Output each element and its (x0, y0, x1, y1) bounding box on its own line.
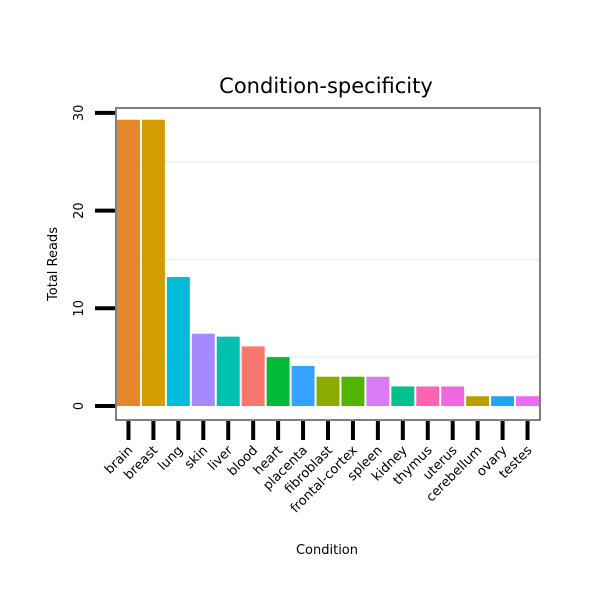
bar-blood (241, 346, 265, 406)
bar-placenta (291, 365, 315, 406)
bar-testes (516, 396, 540, 406)
x-tick-label-lung: lung (156, 443, 187, 474)
x-axis: brainbreastlungskinliverbloodheartplacen… (102, 421, 536, 516)
chart-title: Condition-specificity (219, 74, 433, 98)
y-tick-label-10: 10 (72, 300, 87, 317)
bar-frontal-cortex (341, 376, 365, 406)
bar-lung (166, 277, 190, 406)
bar-fibroblast (316, 376, 340, 406)
bar-cerebellum (466, 396, 490, 406)
bar-breast (141, 119, 165, 406)
plot-frame (115, 107, 541, 421)
y-axis-label: Total Reads (46, 227, 61, 302)
bar-spleen (366, 376, 390, 406)
bar-uterus (441, 386, 465, 406)
bar-ovary (491, 396, 515, 406)
x-tick-label-skin: skin (182, 443, 211, 472)
y-axis: 0 10 20 30 (72, 105, 115, 410)
bar-heart (266, 357, 290, 406)
bar-kidney (391, 386, 415, 406)
bar-liver (216, 336, 240, 406)
y-tick-label-30: 30 (72, 105, 87, 122)
bar-thymus (416, 386, 440, 406)
bars (116, 119, 540, 406)
bar-skin (191, 333, 215, 406)
bar-brain (116, 119, 140, 406)
y-tick-label-20: 20 (72, 202, 87, 219)
y-tick-label-0: 0 (72, 402, 87, 410)
x-axis-label: Condition (296, 543, 358, 558)
